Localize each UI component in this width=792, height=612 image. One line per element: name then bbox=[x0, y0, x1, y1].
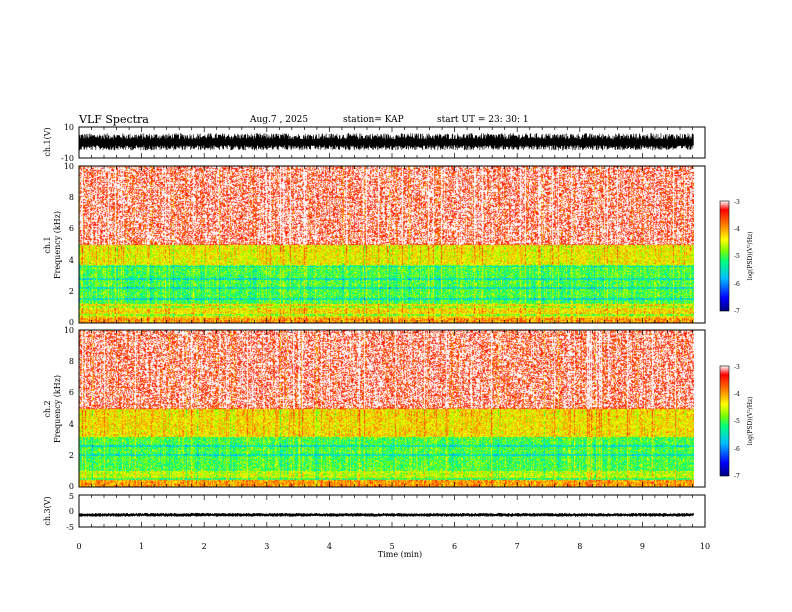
ch1-colorbar-scale bbox=[719, 200, 730, 312]
ch2-spec-ytick-8: 8 bbox=[69, 357, 74, 366]
ch3-waveform-panel: 5 0 -5 ch.3(V) bbox=[43, 492, 706, 532]
ch1-spec-ytick-10: 10 bbox=[64, 162, 74, 171]
ch1-spec-ytick-4: 4 bbox=[69, 256, 74, 265]
time-axis-tick-label: 10 bbox=[700, 542, 710, 551]
ch2-colorbar-scale bbox=[719, 365, 730, 477]
ch1-cb-tick-4: -7 bbox=[734, 308, 740, 315]
time-axis-ticks bbox=[78, 127, 706, 527]
ch3-waveform-ylabel: ch.3(V) bbox=[43, 496, 52, 525]
time-axis-tick-label: 2 bbox=[202, 542, 207, 551]
time-axis-tick-label: 1 bbox=[139, 542, 144, 551]
ch1-waveform-ylabel: ch.1(V) bbox=[43, 127, 52, 156]
ch1-spectrogram-panel: 0 2 4 6 8 10 ch.1 Frequency (kHz) -3 -4 … bbox=[43, 162, 754, 327]
header-start-ut: start UT = 23: 30: 1 bbox=[437, 115, 529, 125]
header-station: station= KAP bbox=[343, 115, 404, 125]
header-date: Aug.7 , 2025 bbox=[249, 115, 308, 125]
time-axis-tick-labels: 0 1 2 3 4 5 6 7 8 9 10 bbox=[76, 542, 710, 551]
ch1-waveform-panel: 10 -10 ch.1(V) bbox=[43, 123, 706, 163]
time-axis-tick-label: 4 bbox=[327, 542, 332, 551]
ch1-spectrogram-image bbox=[79, 166, 694, 323]
ch1-spec-ytick-2: 2 bbox=[69, 287, 74, 296]
ch1-cb-tick-1: -4 bbox=[734, 226, 740, 233]
time-axis-tick-label: 7 bbox=[515, 542, 520, 551]
ch2-cb-tick-3: -6 bbox=[734, 446, 740, 453]
ch1-spec-ylabel-channel: ch.1 bbox=[43, 236, 52, 253]
ch2-cb-tick-4: -7 bbox=[734, 473, 740, 480]
wave1-line bbox=[78, 133, 694, 151]
wave3-line bbox=[78, 512, 694, 517]
ch1-spectrogram-yticks: 0 2 4 6 8 10 bbox=[64, 162, 74, 327]
ch1-spec-ytick-6: 6 bbox=[69, 224, 74, 233]
ch1-colorbar-label: log(PSD)(V²/Hz) bbox=[747, 232, 754, 281]
ch2-cb-tick-0: -3 bbox=[734, 364, 740, 371]
time-axis-tick-label: 0 bbox=[76, 542, 81, 551]
ch2-spec-ytick-10: 10 bbox=[64, 326, 74, 335]
time-axis-tick-label: 6 bbox=[452, 542, 457, 551]
ch1-ytick-top: 10 bbox=[64, 123, 74, 132]
ch1-spec-ylabel-frequency: Frequency (kHz) bbox=[53, 211, 62, 279]
ch1-spec-ytick-0: 0 bbox=[69, 318, 74, 327]
time-axis-tick-label: 8 bbox=[577, 542, 582, 551]
ch1-cb-tick-2: -5 bbox=[734, 253, 740, 260]
ch2-spec-ytick-2: 2 bbox=[69, 451, 74, 460]
ch2-cb-tick-1: -4 bbox=[734, 391, 740, 398]
ch2-colorbar-label: log(PSD)(V²/Hz) bbox=[747, 397, 754, 446]
ch2-colorbar: -3 -4 -5 -6 -7 log(PSD)(V²/Hz) bbox=[719, 364, 754, 480]
ch3-ytick-top: 5 bbox=[69, 492, 74, 501]
chart-title: VLF Spectra bbox=[78, 113, 149, 126]
ch1-colorbar: -3 -4 -5 -6 -7 log(PSD)(V²/Hz) bbox=[719, 199, 754, 315]
ch3-ytick-mid: 0 bbox=[69, 507, 74, 516]
ch2-cb-tick-2: -5 bbox=[734, 418, 740, 425]
ch1-ytick-bottom: -10 bbox=[61, 154, 74, 163]
time-axis-label: Time (min) bbox=[378, 550, 422, 559]
ch2-spectrogram-panel: 0 2 4 6 8 10 ch.2 Frequency (kHz) -3 -4 … bbox=[43, 326, 754, 491]
ch3-ytick-bottom: -5 bbox=[66, 523, 74, 532]
time-axis-tick-marks bbox=[78, 127, 706, 527]
ch1-waveform-trace bbox=[78, 133, 694, 151]
ch2-spec-ytick-6: 6 bbox=[69, 388, 74, 397]
time-axis-tick-label: 3 bbox=[264, 542, 269, 551]
ch1-spec-ytick-8: 8 bbox=[69, 193, 74, 202]
time-axis-tick-label: 5 bbox=[389, 542, 394, 551]
ch2-spec-ylabel-channel: ch.2 bbox=[43, 400, 52, 417]
ch1-cb-tick-3: -6 bbox=[734, 281, 740, 288]
time-axis-tick-label: 9 bbox=[640, 542, 645, 551]
ch2-spec-ytick-0: 0 bbox=[69, 482, 74, 491]
ch2-spec-ylabel-frequency: Frequency (kHz) bbox=[53, 375, 62, 443]
ch1-cb-tick-0: -3 bbox=[734, 199, 740, 206]
ch2-spec-ytick-4: 4 bbox=[69, 420, 74, 429]
ch3-waveform-trace bbox=[78, 512, 694, 517]
ch2-spectrogram-yticks: 0 2 4 6 8 10 bbox=[64, 326, 74, 491]
ch2-spectrogram-image bbox=[79, 330, 694, 487]
